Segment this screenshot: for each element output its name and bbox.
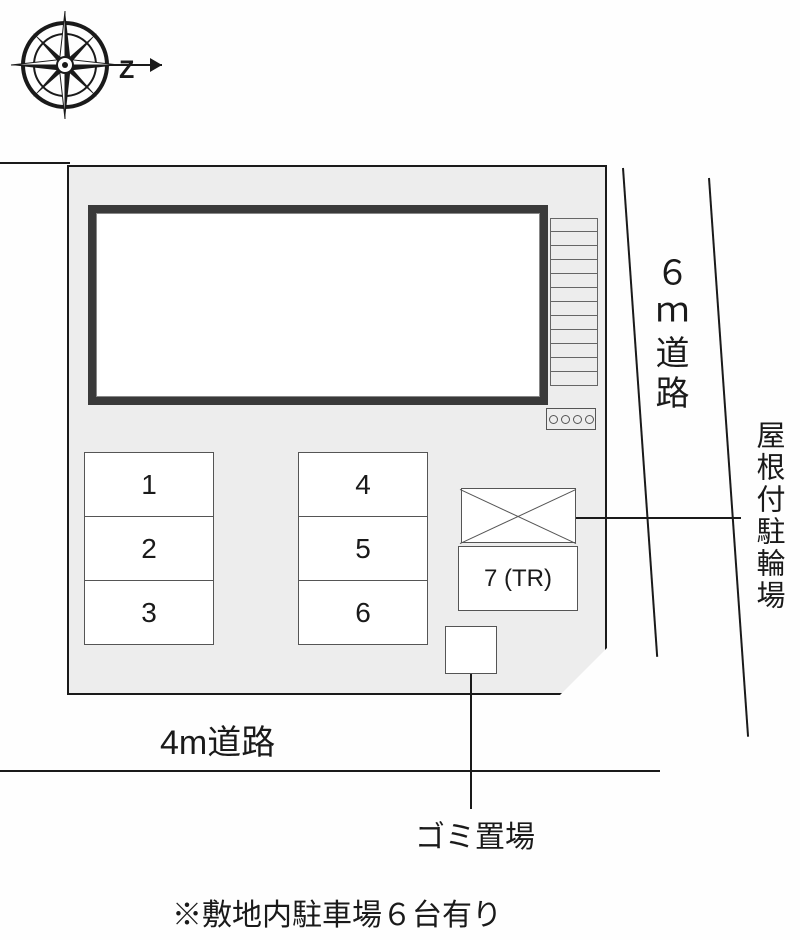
covered-bike-parking: [461, 488, 576, 543]
parking-space-1: 1: [84, 452, 214, 517]
trash-callout-label: ゴミ置場: [415, 812, 535, 856]
bike-shed-callout-label: 屋根付駐輪場: [747, 420, 789, 612]
compass-rose: [10, 5, 180, 130]
road-edge-right-outer: [708, 178, 749, 737]
utility-meters: [546, 408, 596, 430]
site-plan-canvas: Z 1 2 3 4 5 6 7 (TR) ６ｍ道路 屋根付駐輪場 4m道路 ゴミ…: [0, 0, 800, 940]
lot-chamfer: [557, 648, 607, 698]
footnote-text: ※敷地内駐車場６台有り: [172, 890, 502, 934]
road-label-right: ６ｍ道路: [645, 255, 694, 415]
parking-space-7-tr: 7 (TR): [458, 546, 578, 611]
bike-shed-leader-line: [576, 517, 741, 519]
building-interior: [96, 213, 540, 397]
parking-label: 5: [355, 533, 371, 565]
compass-z-label: Z: [119, 56, 134, 85]
parking-space-4: 4: [298, 452, 428, 517]
trash-area: [445, 626, 497, 674]
parking-label: 1: [141, 469, 157, 501]
parking-label: 3: [141, 597, 157, 629]
parking-label: 6: [355, 597, 371, 629]
parking-space-2: 2: [84, 516, 214, 581]
parking-label: 4: [355, 469, 371, 501]
boundary-line-top: [0, 162, 70, 164]
parking-label: 2: [141, 533, 157, 565]
parking-space-3: 3: [84, 580, 214, 645]
parking-space-5: 5: [298, 516, 428, 581]
trash-leader-line: [470, 674, 472, 809]
road-edge-bottom: [0, 770, 660, 772]
exterior-stairs: [550, 218, 598, 398]
parking-label: 7 (TR): [484, 565, 552, 593]
road-label-bottom: 4m道路: [160, 715, 275, 764]
parking-space-6: 6: [298, 580, 428, 645]
